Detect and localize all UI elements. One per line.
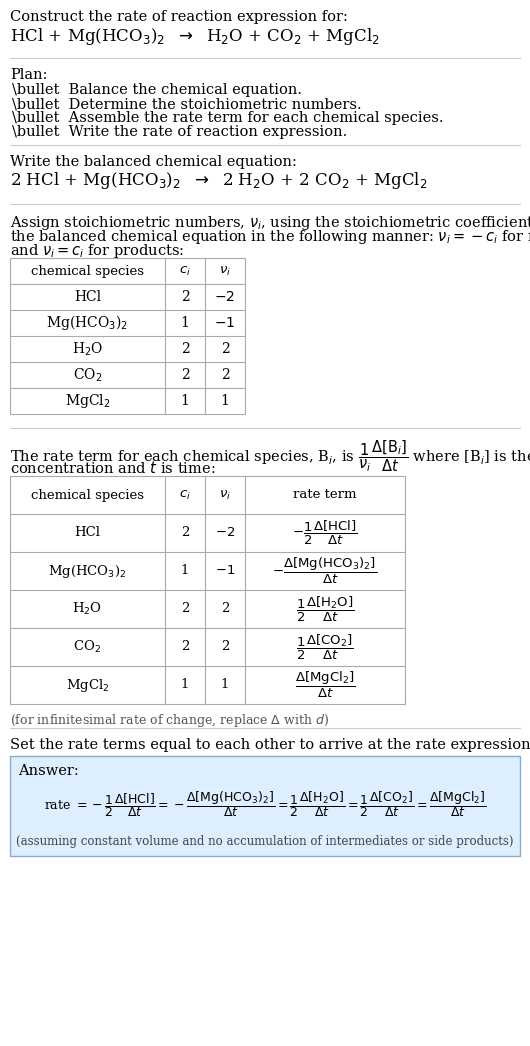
Text: Mg(HCO$_3$)$_2$: Mg(HCO$_3$)$_2$ (48, 563, 127, 579)
Text: 2: 2 (181, 602, 189, 615)
Text: $\nu_i$: $\nu_i$ (219, 488, 231, 501)
Text: 1: 1 (220, 394, 229, 408)
Text: \bullet  Assemble the rate term for each chemical species.: \bullet Assemble the rate term for each … (12, 111, 444, 126)
Text: HCl: HCl (75, 526, 101, 540)
Text: $\nu_i$: $\nu_i$ (219, 265, 231, 277)
Text: 1: 1 (181, 394, 189, 408)
Text: 1: 1 (181, 565, 189, 577)
Text: MgCl$_2$: MgCl$_2$ (65, 392, 110, 410)
Text: CO$_2$: CO$_2$ (73, 366, 102, 384)
Text: $-2$: $-2$ (215, 526, 235, 540)
Text: $\dfrac{1}{2}\dfrac{\Delta[\mathrm{CO_2}]}{\Delta t}$: $\dfrac{1}{2}\dfrac{\Delta[\mathrm{CO_2}… (296, 633, 354, 662)
Text: Answer:: Answer: (18, 764, 79, 778)
Text: rate $= -\dfrac{1}{2}\dfrac{\Delta[\mathrm{HCl}]}{\Delta t} = -\dfrac{\Delta[\ma: rate $= -\dfrac{1}{2}\dfrac{\Delta[\math… (44, 789, 486, 819)
Text: CO$_2$: CO$_2$ (74, 639, 102, 655)
Text: 2: 2 (181, 640, 189, 654)
Text: $\dfrac{1}{2}\dfrac{\Delta[\mathrm{H_2O}]}{\Delta t}$: $\dfrac{1}{2}\dfrac{\Delta[\mathrm{H_2O}… (296, 594, 354, 623)
Text: 2: 2 (221, 640, 229, 654)
Text: Mg(HCO$_3$)$_2$: Mg(HCO$_3$)$_2$ (47, 314, 129, 333)
Text: 2: 2 (181, 342, 189, 356)
Text: 2 HCl + Mg(HCO$_3$)$_2$  $\rightarrow$  2 H$_2$O + 2 CO$_2$ + MgCl$_2$: 2 HCl + Mg(HCO$_3$)$_2$ $\rightarrow$ 2 … (10, 170, 428, 191)
Text: 2: 2 (221, 602, 229, 615)
Text: (for infinitesimal rate of change, replace $\Delta$ with $d$): (for infinitesimal rate of change, repla… (10, 712, 329, 729)
Text: Assign stoichiometric numbers, $\nu_i$, using the stoichiometric coefficients, $: Assign stoichiometric numbers, $\nu_i$, … (10, 214, 530, 232)
Text: $\dfrac{\Delta[\mathrm{MgCl_2}]}{\Delta t}$: $\dfrac{\Delta[\mathrm{MgCl_2}]}{\Delta … (295, 669, 355, 700)
Text: \bullet  Write the rate of reaction expression.: \bullet Write the rate of reaction expre… (12, 126, 347, 139)
Text: $-\dfrac{\Delta[\mathrm{Mg(HCO_3)_2}]}{\Delta t}$: $-\dfrac{\Delta[\mathrm{Mg(HCO_3)_2}]}{\… (272, 555, 377, 586)
Text: \bullet  Balance the chemical equation.: \bullet Balance the chemical equation. (12, 83, 302, 97)
Text: The rate term for each chemical species, B$_i$, is $\dfrac{1}{\nu_i}\dfrac{\Delt: The rate term for each chemical species,… (10, 438, 530, 474)
Text: and $\nu_i = c_i$ for products:: and $\nu_i = c_i$ for products: (10, 242, 184, 260)
Text: \bullet  Determine the stoichiometric numbers.: \bullet Determine the stoichiometric num… (12, 97, 361, 111)
Text: $-1$: $-1$ (215, 565, 235, 577)
Text: Plan:: Plan: (10, 68, 48, 82)
Text: 1: 1 (221, 679, 229, 691)
Bar (10, 258, 245, 414)
Bar (10, 756, 520, 856)
Text: $c_i$: $c_i$ (179, 488, 191, 501)
Text: 2: 2 (220, 342, 229, 356)
Text: rate term: rate term (293, 488, 357, 501)
Text: the balanced chemical equation in the following manner: $\nu_i = -c_i$ for react: the balanced chemical equation in the fo… (10, 228, 530, 246)
Text: 1: 1 (181, 679, 189, 691)
Bar (10, 476, 405, 704)
Text: 1: 1 (181, 316, 189, 329)
Text: 2: 2 (220, 368, 229, 382)
Text: Write the balanced chemical equation:: Write the balanced chemical equation: (10, 155, 297, 169)
Text: 2: 2 (181, 526, 189, 540)
Text: concentration and $t$ is time:: concentration and $t$ is time: (10, 460, 216, 476)
Text: $-2$: $-2$ (215, 290, 235, 304)
Text: (assuming constant volume and no accumulation of intermediates or side products): (assuming constant volume and no accumul… (16, 835, 514, 847)
Text: MgCl$_2$: MgCl$_2$ (66, 677, 109, 693)
Text: $-1$: $-1$ (214, 316, 236, 329)
Text: chemical species: chemical species (31, 488, 144, 501)
Text: Set the rate terms equal to each other to arrive at the rate expression:: Set the rate terms equal to each other t… (10, 738, 530, 752)
Text: H$_2$O: H$_2$O (73, 601, 102, 617)
Text: 2: 2 (181, 368, 189, 382)
Text: $-\dfrac{1}{2}\dfrac{\Delta[\mathrm{HCl}]}{\Delta t}$: $-\dfrac{1}{2}\dfrac{\Delta[\mathrm{HCl}… (292, 519, 358, 547)
Text: H$_2$O: H$_2$O (72, 340, 103, 358)
Text: HCl + Mg(HCO$_3$)$_2$  $\rightarrow$  H$_2$O + CO$_2$ + MgCl$_2$: HCl + Mg(HCO$_3$)$_2$ $\rightarrow$ H$_2… (10, 26, 380, 47)
Text: chemical species: chemical species (31, 265, 144, 277)
Text: $c_i$: $c_i$ (179, 265, 191, 277)
Text: 2: 2 (181, 290, 189, 304)
Text: HCl: HCl (74, 290, 101, 304)
Text: Construct the rate of reaction expression for:: Construct the rate of reaction expressio… (10, 10, 348, 24)
